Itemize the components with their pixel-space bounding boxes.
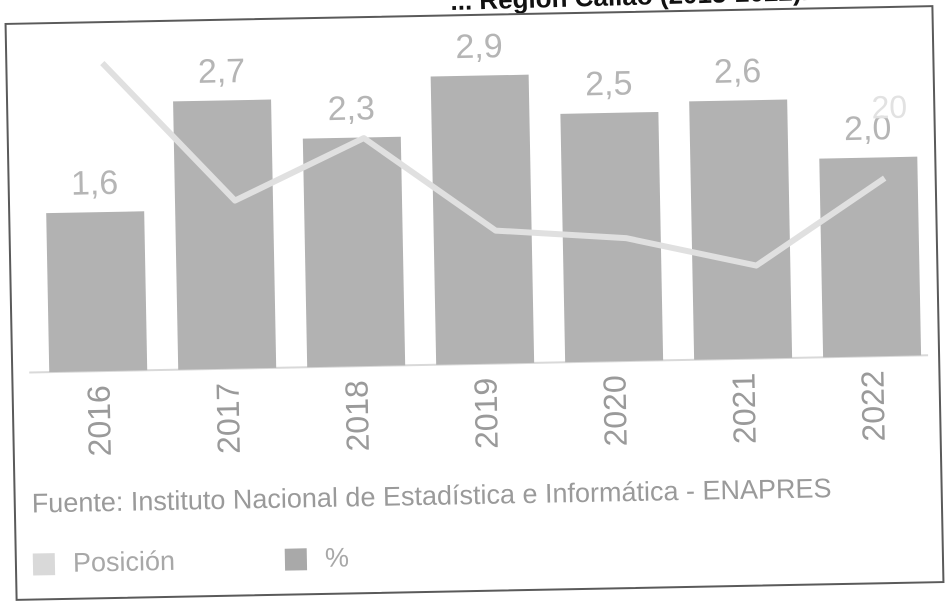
bar-2021 — [689, 99, 793, 360]
bar-label-2019: 2,9 — [455, 27, 503, 66]
legend-label-posicion: Posición — [72, 545, 176, 578]
legend-item-percent: % — [284, 542, 350, 574]
bar-label-2018: 2,3 — [327, 89, 375, 128]
legend-swatch-posicion — [32, 552, 56, 576]
bar-label-2022: 2,0 — [844, 109, 892, 148]
bar-label-2017: 2,7 — [198, 52, 246, 91]
legend-label-percent: % — [324, 542, 350, 573]
bar-2018 — [302, 136, 406, 368]
bar-label-2020: 2,5 — [585, 64, 633, 103]
bar-label-2021: 2,6 — [714, 52, 762, 91]
bar-2016 — [46, 211, 148, 373]
x-tick-2021: 2021 — [725, 373, 762, 445]
x-tick-2019: 2019 — [467, 377, 504, 449]
bar-2017 — [173, 99, 277, 370]
chart-legend: Posición % — [32, 540, 460, 580]
bar-label-2016: 1,6 — [71, 164, 119, 203]
line-label-2022: 20 — [871, 89, 907, 126]
x-tick-2016: 2016 — [81, 385, 118, 457]
legend-item-posicion: Posición — [32, 545, 176, 580]
chart-plot: 1,6 2,7 2,3 2,9 2,5 2,6 2,020 2016 2017 2018 2019… — [29, 27, 929, 457]
x-tick-2018: 2018 — [338, 380, 375, 452]
chart-frame: 1,6 2,7 2,3 2,9 2,5 2,6 2,0 20 2016 2017 2018 2019… — [4, 5, 945, 601]
x-tick-2020: 2020 — [596, 375, 633, 447]
series-line-posicion — [100, 61, 887, 269]
x-tick-2022: 2022 — [854, 370, 891, 442]
legend-swatch-percent — [284, 547, 308, 571]
x-tick-2017: 2017 — [209, 382, 246, 454]
